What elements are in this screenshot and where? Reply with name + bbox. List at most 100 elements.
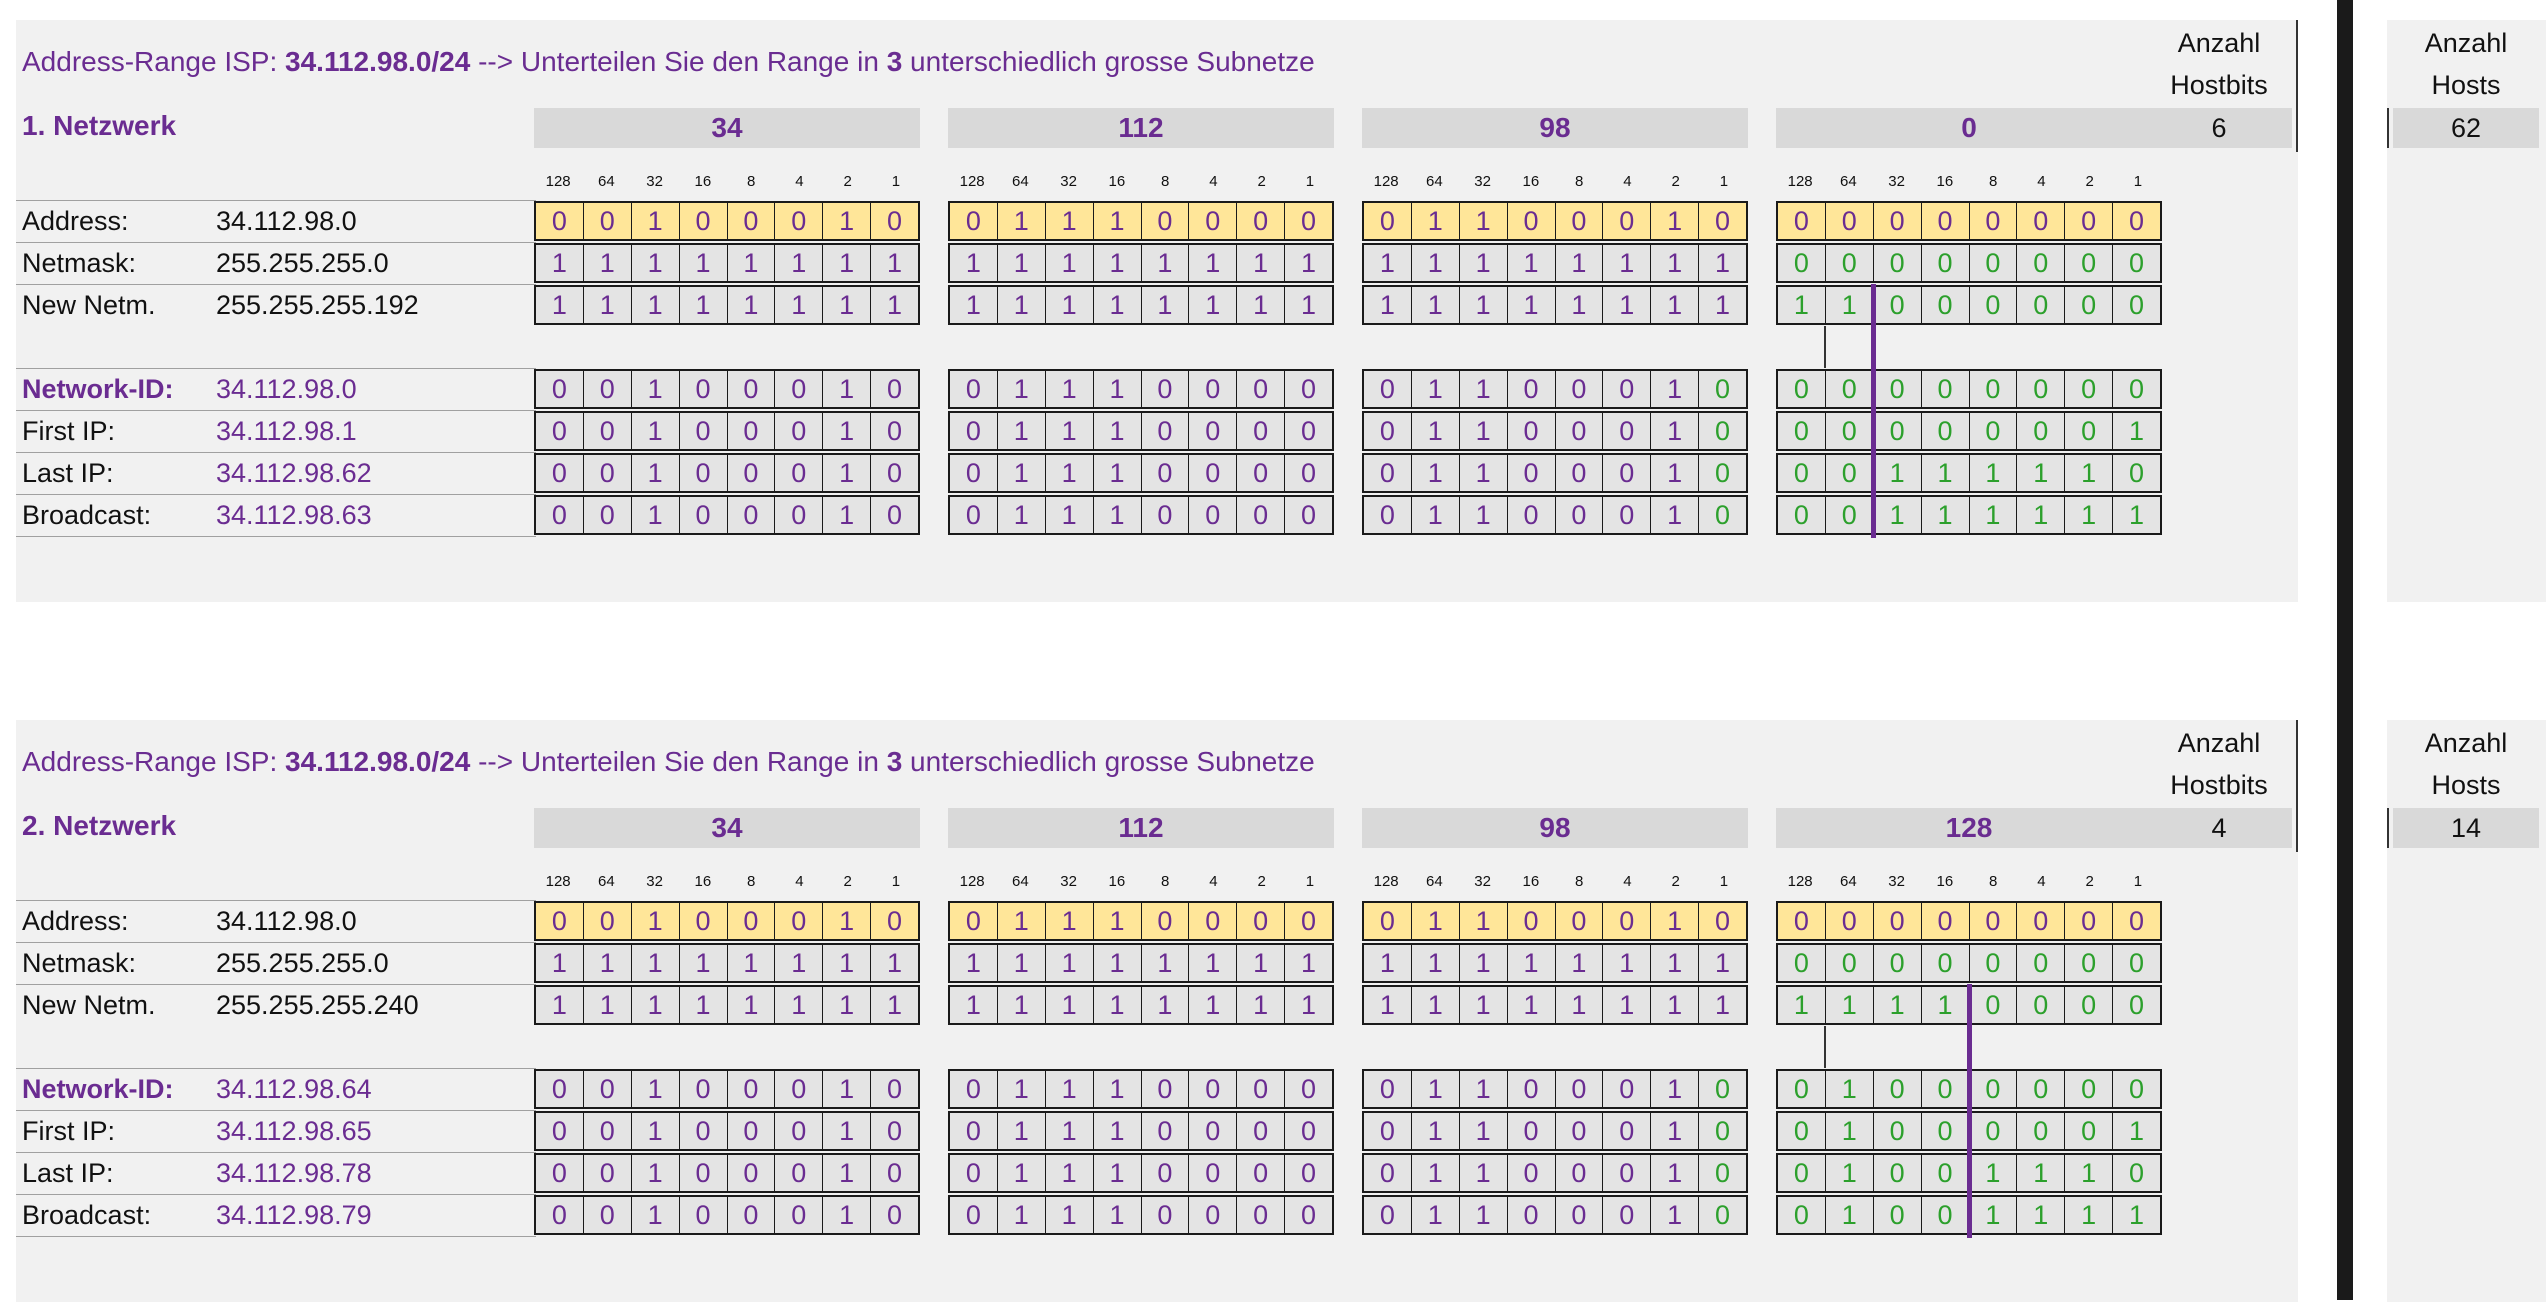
bit: 1: [1651, 945, 1700, 981]
bit: 1: [1778, 987, 1826, 1023]
bit: 0: [1970, 945, 2018, 981]
bit: 0: [1189, 413, 1238, 449]
bit: 1: [1970, 1155, 2018, 1191]
bit: 0: [1364, 413, 1412, 449]
bit: 0: [2129, 206, 2145, 236]
bit: 0: [680, 455, 728, 491]
bit: 0: [1301, 458, 1317, 488]
bit: 0: [887, 500, 903, 530]
row-separator: [16, 900, 536, 901]
bit: 0: [1922, 413, 1970, 449]
bit: 0: [1874, 1071, 1922, 1107]
bit: 0: [1715, 1074, 1731, 1104]
bit: 0: [1874, 203, 1922, 239]
bit: 0: [887, 206, 903, 236]
bit: 0: [1778, 945, 1826, 981]
bit: 0: [2129, 290, 2145, 320]
bit: 0: [2017, 987, 2066, 1023]
bit: 1: [1460, 1071, 1508, 1107]
bit: 0: [1142, 497, 1190, 533]
bit: 0: [950, 455, 998, 491]
bit-weight: 128: [545, 173, 571, 190]
anzahl-label: Anzahl: [2424, 728, 2508, 758]
bit-weight: 16: [1936, 173, 1954, 190]
bit: 0: [775, 371, 824, 407]
bit: 0: [1603, 1071, 1652, 1107]
bit: 1: [1651, 497, 1700, 533]
bit: 1: [1651, 455, 1700, 491]
bit: 0: [1970, 903, 2018, 939]
row-value-netid: 34.112.98.0: [216, 374, 357, 404]
bit: 1: [998, 371, 1046, 407]
bit: 1: [1046, 987, 1094, 1023]
bit: 0: [536, 1113, 584, 1149]
bit: 1: [1412, 203, 1460, 239]
bit: 0: [1922, 903, 1970, 939]
bit: 0: [1364, 1197, 1412, 1233]
bit: 1: [632, 1155, 680, 1191]
bit: 0: [1922, 1071, 1970, 1107]
hostbits-value: 4: [2146, 808, 2292, 848]
bit: 1: [680, 987, 728, 1023]
bit: 0: [536, 455, 584, 491]
bit-weight: 64: [1426, 873, 1443, 890]
bit: 0: [680, 1071, 728, 1107]
bit: 0: [680, 371, 728, 407]
bit: 0: [1556, 371, 1604, 407]
bit: 0: [1826, 945, 1874, 981]
bit: 0: [1508, 1197, 1556, 1233]
bit: 0: [584, 1155, 632, 1191]
bit: 0: [536, 371, 584, 407]
bit: 0: [887, 906, 903, 936]
bit: 0: [1556, 1071, 1604, 1107]
bit-weight: 8: [746, 873, 756, 890]
bit-weight: 8: [1160, 873, 1170, 890]
bit: 0: [2129, 374, 2145, 404]
bit: 1: [1460, 371, 1508, 407]
bit-weight: 32: [646, 173, 663, 190]
bit-weight: 128: [1373, 173, 1399, 190]
bit-weight: 32: [1060, 873, 1077, 890]
bit: 1: [1046, 203, 1094, 239]
bit: 1: [632, 903, 680, 939]
network-panel-1: Address-Range ISP: 34.112.98.0/24 --> Un…: [16, 20, 2298, 602]
bit: 0: [680, 413, 728, 449]
bit: 1: [1460, 287, 1508, 323]
bit: 0: [680, 1155, 728, 1191]
bit: 0: [1715, 374, 1731, 404]
bit: 0: [1508, 903, 1556, 939]
bit: 1: [823, 945, 872, 981]
bit: 0: [680, 1113, 728, 1149]
bit: 1: [632, 1071, 680, 1107]
bit: 1: [1556, 245, 1604, 281]
address-range: 34.112.98.0/24: [285, 46, 471, 77]
bit: 0: [1826, 245, 1874, 281]
bit: 0: [1301, 374, 1317, 404]
bit-weight: 1: [1305, 173, 1315, 190]
bit: 1: [1922, 455, 1970, 491]
bit: 0: [1237, 497, 1286, 533]
bit: 1: [1046, 287, 1094, 323]
bit: 1: [1874, 455, 1922, 491]
bit: 0: [775, 1071, 824, 1107]
bit: 1: [1237, 987, 1286, 1023]
bit: 1: [1364, 945, 1412, 981]
subnet-split-marker: [1870, 284, 1876, 538]
bit: 1: [1651, 287, 1700, 323]
bit-weight: 8: [1988, 873, 1998, 890]
bit: 1: [998, 1155, 1046, 1191]
bit: 1: [1364, 987, 1412, 1023]
bit: 0: [2065, 1113, 2114, 1149]
bit: 0: [728, 371, 776, 407]
bit: 1: [584, 287, 632, 323]
